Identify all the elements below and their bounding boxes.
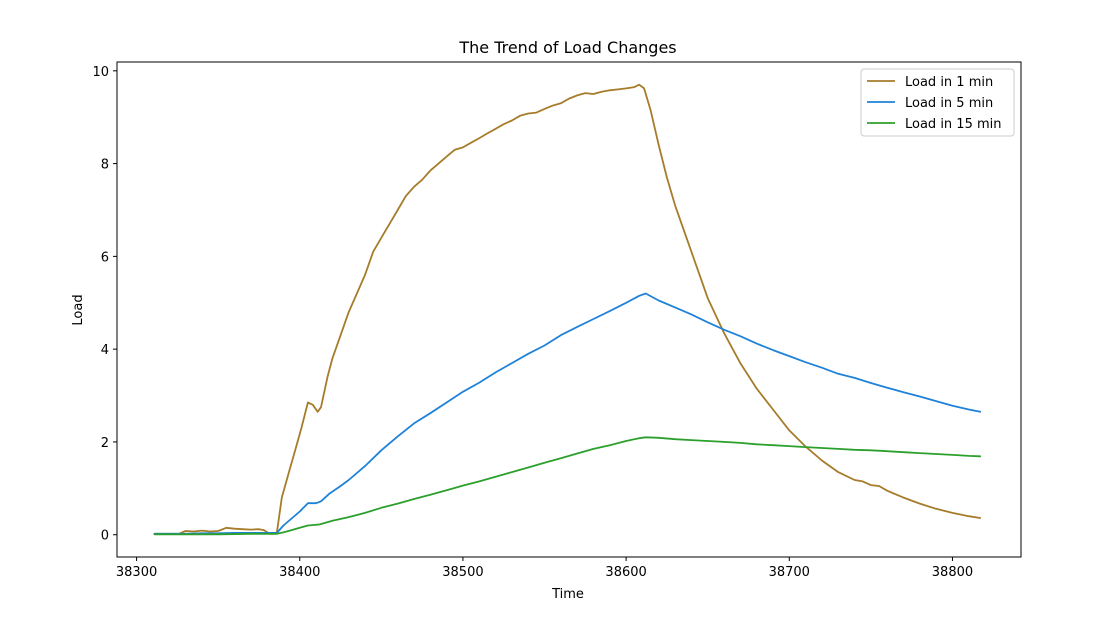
series-line-2 (153, 292, 982, 535)
y-tick-label: 0 (101, 529, 109, 544)
legend-box (860, 68, 1015, 137)
y-tick-label: 10 (92, 65, 109, 80)
series-line-3 (153, 436, 982, 536)
y-axis: 0 2 4 6 8 10 (92, 65, 117, 544)
legend-label: Load in 15 min (905, 117, 1002, 132)
y-tick-label: 6 (101, 250, 109, 265)
y-tick-label: 8 (101, 158, 109, 173)
y-axis-title: Load (71, 294, 86, 325)
chart-title: The Trend of Load Changes (458, 38, 676, 57)
x-tick-label: 38700 (769, 565, 810, 580)
x-tick-label: 38600 (605, 565, 646, 580)
x-tick-label: 38800 (932, 565, 973, 580)
legend-label: Load in 1 min (905, 75, 993, 90)
x-tick-label: 38300 (116, 565, 157, 580)
plot-frame (116, 61, 1022, 558)
x-tick-label: 38400 (279, 565, 320, 580)
x-axis: 38300 38400 38500 38600 38700 38800 (116, 557, 973, 580)
legend: Load in 1 min Load in 5 min Load in 15 min (860, 68, 1015, 137)
y-tick-label: 2 (101, 436, 109, 451)
legend-label: Load in 5 min (905, 96, 993, 111)
y-tick-label: 4 (101, 343, 109, 358)
x-tick-label: 38500 (442, 565, 483, 580)
series-layer (153, 83, 982, 536)
x-axis-title: Time (551, 587, 584, 602)
